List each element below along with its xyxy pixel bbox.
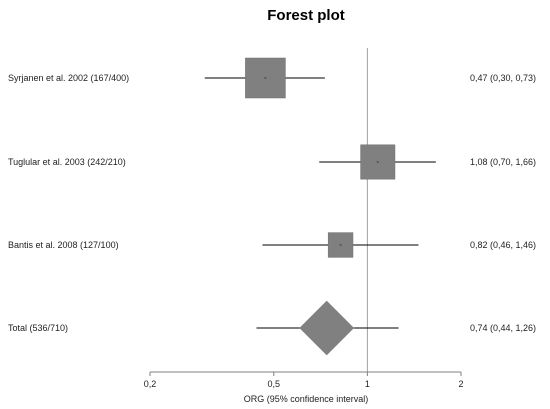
study-label: Syrjanen et al. 2002 (167/400) [8,73,129,83]
study-label: Bantis et al. 2008 (127/100) [8,240,119,250]
total-label: Total (536/710) [8,323,68,333]
x-tick-label: 2 [458,379,463,389]
total-diamond [299,300,355,356]
ci-value-label: 1,08 (0,70, 1,66) [470,157,536,167]
x-tick-label: 0,2 [144,379,157,389]
x-tick-label: 0,5 [268,379,281,389]
x-tick-label: 1 [365,379,370,389]
study-label: Tuglular et al. 2003 (242/210) [8,157,126,167]
chart-title: Forest plot [267,7,345,24]
ci-value-label: 0,47 (0,30, 0,73) [470,73,536,83]
x-axis-title: ORG (95% confidence interval) [244,394,369,404]
ci-value-label: 0,82 (0,46, 1,46) [470,240,536,250]
total-ci-value-label: 0,74 (0,44, 1,26) [470,323,536,333]
